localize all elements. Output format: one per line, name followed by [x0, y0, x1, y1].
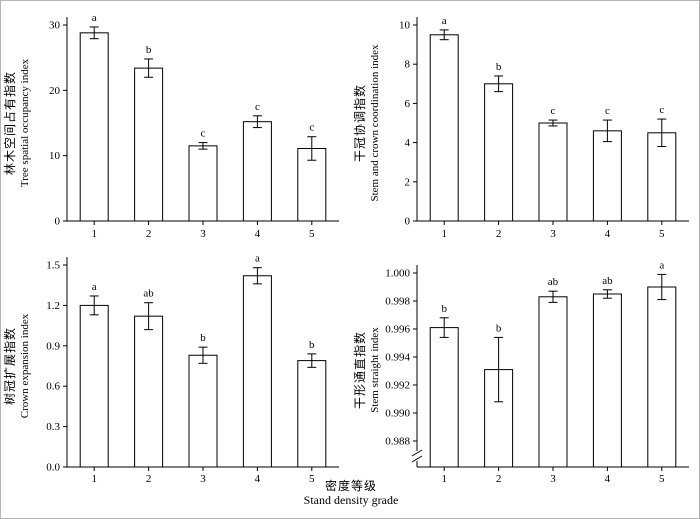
svg-text:0.0: 0.0: [46, 462, 60, 474]
svg-text:0.996: 0.996: [385, 324, 410, 336]
svg-text:30: 30: [49, 20, 61, 32]
svg-text:1.2: 1.2: [46, 300, 60, 312]
svg-text:b: b: [496, 61, 502, 73]
svg-text:4: 4: [405, 137, 411, 149]
svg-text:a: a: [92, 12, 97, 24]
svg-text:0: 0: [405, 216, 411, 228]
svg-text:1.5: 1.5: [46, 260, 60, 272]
x-axis-label-chinese: 密度等级: [324, 479, 377, 493]
svg-text:4: 4: [605, 228, 611, 240]
svg-text:0.3: 0.3: [46, 421, 60, 433]
svg-text:a: a: [92, 281, 97, 293]
svg-text:c: c: [659, 104, 664, 116]
svg-text:3: 3: [200, 473, 206, 485]
svg-text:b: b: [496, 322, 502, 334]
svg-text:4: 4: [255, 473, 261, 485]
svg-text:ab: ab: [143, 288, 154, 300]
x-axis-label-english: Stand density grade: [303, 493, 399, 507]
svg-text:0.988: 0.988: [385, 436, 410, 448]
svg-text:ab: ab: [602, 275, 613, 287]
svg-text:0: 0: [55, 216, 61, 228]
svg-text:Crown expansion index: Crown expansion index: [19, 313, 31, 418]
svg-text:c: c: [201, 128, 206, 140]
svg-text:0.990: 0.990: [385, 408, 410, 420]
svg-text:0.9: 0.9: [46, 340, 60, 352]
svg-text:5: 5: [309, 228, 315, 240]
svg-text:Stem straight index: Stem straight index: [369, 327, 381, 413]
x-axis-label: 密度等级 Stand density grade: [1, 479, 699, 507]
svg-text:c: c: [551, 105, 556, 117]
chart-panel-stem-and-crown-coordination-index: 0 2 4 6 8 10 1 a 2 b 3 c 4 c 5 c 干冠协调指数 Stem and crown co…: [352, 15, 689, 240]
svg-text:5: 5: [659, 473, 665, 485]
svg-text:b: b: [309, 339, 315, 351]
svg-text:a: a: [442, 15, 447, 27]
svg-text:0.992: 0.992: [385, 380, 410, 392]
svg-text:0.994: 0.994: [385, 352, 410, 364]
svg-text:2: 2: [146, 228, 152, 240]
svg-text:树冠扩展指数: 树冠扩展指数: [2, 327, 17, 405]
svg-text:2: 2: [496, 473, 502, 485]
svg-text:1: 1: [91, 228, 97, 240]
svg-text:0.6: 0.6: [46, 381, 60, 393]
svg-text:1: 1: [441, 228, 447, 240]
svg-text:a: a: [659, 259, 664, 271]
svg-text:Tree spatial occupancy index: Tree spatial occupancy index: [19, 58, 31, 187]
svg-text:b: b: [146, 44, 152, 56]
svg-text:c: c: [255, 101, 260, 113]
svg-text:1: 1: [441, 473, 447, 485]
svg-text:c: c: [605, 105, 610, 117]
svg-text:10: 10: [49, 150, 61, 162]
svg-text:b: b: [200, 332, 206, 344]
svg-text:干形通直指数: 干形通直指数: [352, 331, 367, 409]
svg-text:b: b: [441, 303, 447, 315]
svg-text:6: 6: [405, 98, 411, 110]
svg-text:4: 4: [255, 228, 261, 240]
svg-text:ab: ab: [548, 276, 559, 288]
svg-text:干冠协调指数: 干冠协调指数: [352, 84, 367, 162]
svg-text:a: a: [255, 253, 260, 265]
svg-text:c: c: [309, 122, 314, 134]
svg-text:2: 2: [496, 228, 502, 240]
svg-text:8: 8: [405, 59, 411, 71]
svg-text:0.998: 0.998: [385, 296, 410, 308]
svg-text:1.000: 1.000: [385, 268, 410, 280]
chart-panel-crown-expansion-index: 0.0 0.3 0.6 0.9 1.2 1.5 1 a 2 ab 3 b 4 a 5 b 树冠扩展指数 Crown…: [2, 253, 339, 485]
svg-text:林木空间占有指数: 林木空间占有指数: [2, 71, 17, 175]
svg-text:5: 5: [659, 228, 665, 240]
chart-panel-tree-spatial-occupancy-index: 0 10 20 30 1 a 2 b 3 c 4 c 5 c 林木空间占有指数 Tree spatial oc…: [2, 12, 339, 240]
svg-text:3: 3: [550, 473, 556, 485]
svg-text:2: 2: [146, 473, 152, 485]
svg-text:1: 1: [91, 473, 97, 485]
svg-text:10: 10: [399, 20, 411, 32]
svg-text:4: 4: [605, 473, 611, 485]
svg-text:5: 5: [309, 473, 315, 485]
svg-text:20: 20: [49, 85, 61, 97]
chart-panel-stem-straight-index: 0.988 0.990 0.992 0.994 0.996 0.998 1.000 1 b 2 b 3…: [352, 259, 689, 485]
svg-text:2: 2: [405, 176, 411, 188]
svg-text:3: 3: [200, 228, 206, 240]
svg-text:Stem and crown coordination in: Stem and crown coordination index: [369, 44, 381, 202]
svg-text:3: 3: [550, 228, 556, 240]
